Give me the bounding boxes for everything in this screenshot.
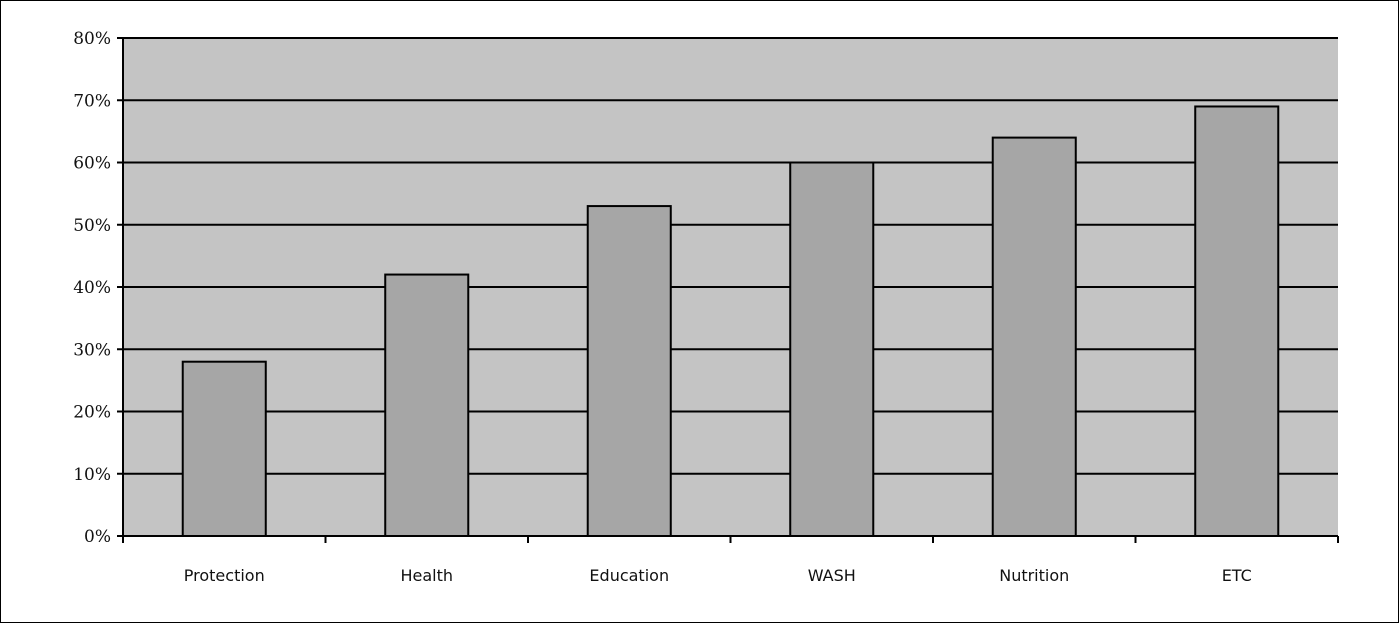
bar-etc [1194, 105, 1280, 537]
bar-wash [789, 161, 875, 537]
y-tick-label: 60% [73, 154, 111, 174]
axes [117, 37, 1339, 543]
bar-health [384, 273, 470, 537]
bar-education [586, 205, 672, 537]
x-category-label: Protection [184, 566, 265, 585]
bars [181, 105, 1280, 538]
x-category-label: Education [589, 566, 669, 585]
y-tick-label: 70% [73, 91, 111, 111]
y-tick-label: 80% [73, 29, 111, 49]
gridlines [123, 37, 1338, 475]
bar-protection [181, 360, 267, 538]
x-category-label: ETC [1222, 566, 1252, 585]
x-category-label: Nutrition [999, 566, 1069, 585]
x-category-label: WASH [808, 566, 856, 585]
y-tick-label: 50% [73, 216, 111, 236]
y-axis-tick-labels: 0% 10% 20% 30% 40% 50% 60% 70% 80% [73, 29, 111, 547]
y-tick-label: 20% [73, 403, 111, 423]
y-tick-label: 10% [73, 465, 111, 485]
y-tick-label: 30% [73, 340, 111, 360]
y-tick-label: 40% [73, 278, 111, 298]
y-tick-label: 0% [84, 527, 111, 547]
bar-nutrition [991, 136, 1077, 537]
x-axis-category-labels: Protection Health Education WASH Nutrition ET… [184, 566, 1252, 585]
x-category-label: Health [400, 566, 453, 585]
